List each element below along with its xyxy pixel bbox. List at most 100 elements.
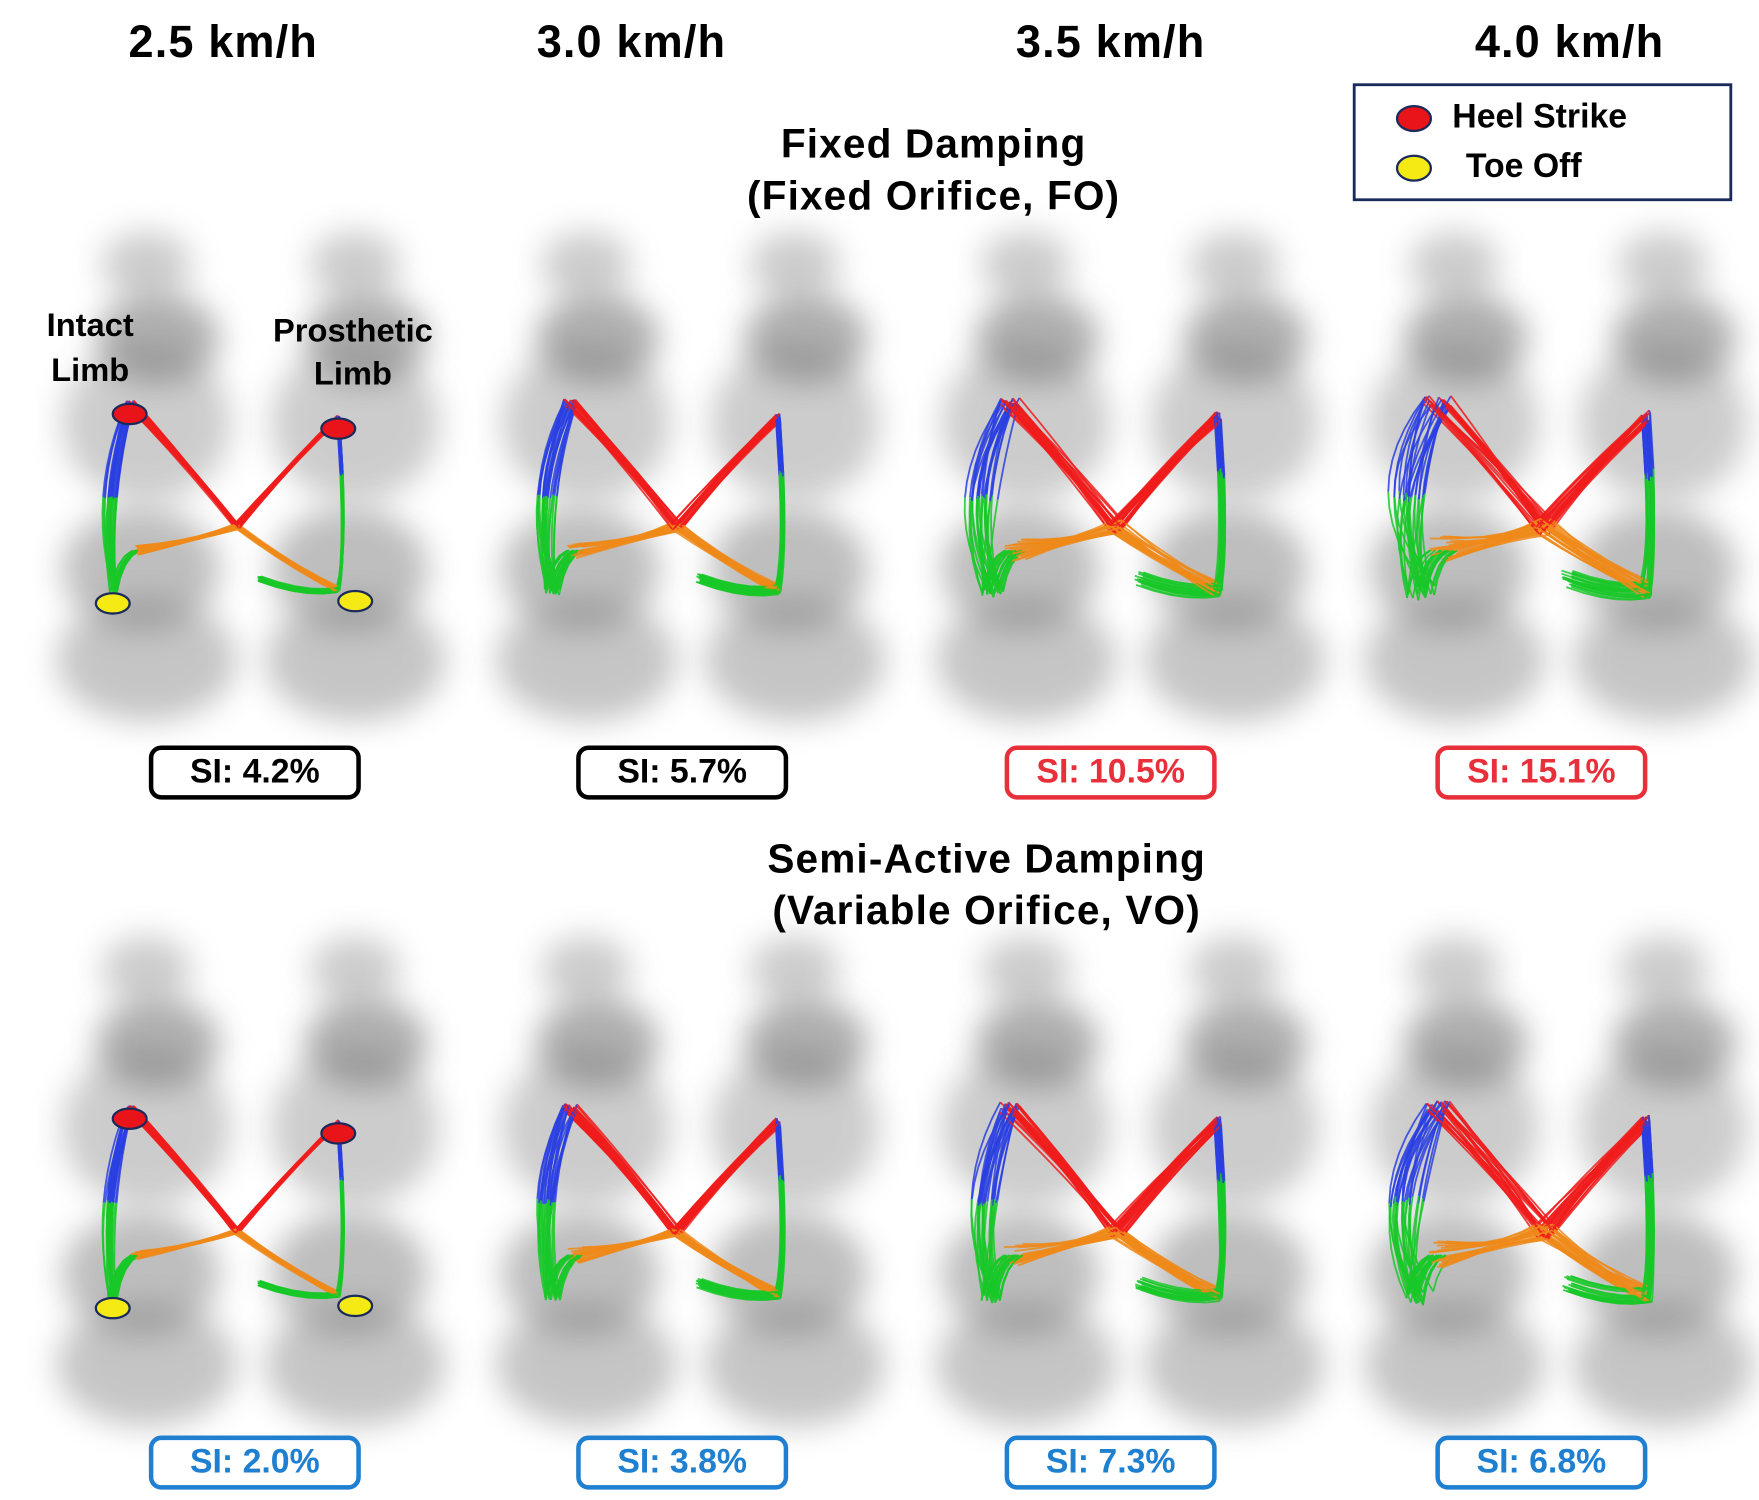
trajectory: [1440, 1109, 1554, 1231]
trajectory: [562, 1104, 676, 1236]
trajectory: [1142, 573, 1222, 588]
trajectory: [970, 1198, 993, 1295]
trajectory: [238, 418, 339, 529]
si-label: SI: 10.5%: [1036, 753, 1184, 791]
foot-pressure: [1144, 597, 1325, 722]
si-box: [576, 745, 789, 800]
trajectory: [1649, 476, 1654, 594]
si-box: [148, 1435, 361, 1490]
trajectory: [1389, 1207, 1420, 1304]
legend-label: Heel Strike: [1452, 98, 1627, 136]
trajectory: [337, 1180, 345, 1295]
si-box: [1435, 1435, 1648, 1490]
foot-pressure: [710, 344, 880, 502]
trajectory: [1570, 1289, 1650, 1304]
si-box: [1004, 745, 1217, 800]
foot-pressure: [1572, 1302, 1754, 1427]
trajectory: [1450, 395, 1545, 532]
trajectory: [1141, 1282, 1221, 1298]
trajectory: [999, 1111, 1112, 1230]
trajectory: [1213, 415, 1219, 472]
trajectory: [1540, 411, 1651, 520]
trajectory: [101, 1202, 111, 1297]
trajectory: [1644, 1118, 1650, 1176]
trajectory: [677, 1123, 781, 1235]
trajectory: [1552, 1229, 1651, 1303]
trajectory: [1433, 408, 1537, 528]
trajectory: [1140, 1288, 1220, 1304]
trajectory: [335, 1180, 343, 1295]
trajectory: [1450, 529, 1537, 542]
trajectory: [1408, 1254, 1433, 1295]
trajectory: [1395, 1201, 1410, 1295]
trajectory: [1114, 1116, 1218, 1228]
trajectory: [999, 549, 1023, 591]
trajectory: [971, 1103, 1011, 1199]
foot-pressure: [704, 597, 886, 722]
foot-pressure: [1578, 344, 1748, 502]
trajectory: [573, 1228, 676, 1254]
trajectory: [1013, 1110, 1117, 1228]
trajectory: [970, 1101, 1002, 1200]
trajectory: [1005, 1106, 1117, 1233]
foot-pressure: [264, 597, 446, 722]
trajectory: [1413, 1254, 1438, 1290]
trajectory: [1009, 1231, 1117, 1264]
trajectory: [992, 549, 1017, 595]
trajectory: [977, 1110, 1015, 1206]
trajectory: [1546, 1125, 1647, 1241]
trajectory: [127, 1106, 240, 1232]
trajectory: [1561, 576, 1641, 591]
foot-pressure: [1150, 1048, 1320, 1207]
trajectory: [547, 1205, 557, 1301]
trajectory: [1138, 1286, 1218, 1301]
trajectory: [1649, 412, 1655, 469]
trajectory: [235, 524, 341, 589]
trajectory: [1540, 1225, 1644, 1300]
trajectory: [550, 549, 575, 592]
trajectory: [258, 579, 339, 595]
trajectory: [699, 1279, 779, 1294]
trajectory: [672, 415, 779, 531]
trajectory: [777, 1179, 785, 1292]
trajectory: [1408, 496, 1425, 595]
section-title: (Variable Orifice, VO): [772, 887, 1201, 933]
si-label: SI: 4.2%: [190, 753, 320, 791]
trajectory: [1135, 584, 1216, 599]
trajectory: [1562, 577, 1642, 593]
trajectory: [1418, 408, 1435, 500]
foot-pressure: [56, 1302, 237, 1427]
trajectory: [778, 419, 784, 477]
trajectory: [1535, 419, 1651, 532]
foot-pressure: [1364, 1302, 1545, 1427]
trajectory: [1422, 398, 1541, 536]
heel-strike-marker: [320, 417, 357, 440]
trajectory: [777, 416, 783, 473]
trajectory: [114, 549, 139, 594]
trajectory: [1015, 532, 1115, 562]
trajectory: [572, 524, 676, 546]
foot-pressure: [710, 1048, 880, 1207]
trajectory: [1433, 549, 1458, 596]
trajectory: [1121, 1126, 1221, 1233]
limb-label: Limb: [51, 351, 129, 388]
foot-pressure: [980, 936, 1072, 1004]
trajectory: [576, 526, 676, 554]
trajectory: [1404, 1200, 1420, 1291]
trajectory: [553, 1201, 561, 1296]
trajectory: [1216, 1116, 1222, 1174]
trajectory: [990, 1101, 1010, 1200]
trajectory: [1408, 398, 1425, 497]
trajectory: [1118, 418, 1218, 533]
si-label: SI: 3.8%: [617, 1443, 747, 1481]
foot-pressure: [270, 507, 429, 632]
toe-off-marker: [94, 592, 131, 615]
trajectory: [1427, 1110, 1540, 1231]
trajectory: [1642, 1124, 1648, 1182]
trajectory: [137, 527, 240, 552]
trajectory: [1394, 1102, 1443, 1197]
trajectory: [1405, 1201, 1425, 1294]
trajectory: [986, 1106, 1008, 1202]
trajectory: [1552, 1124, 1651, 1235]
trajectory: [1424, 549, 1449, 590]
